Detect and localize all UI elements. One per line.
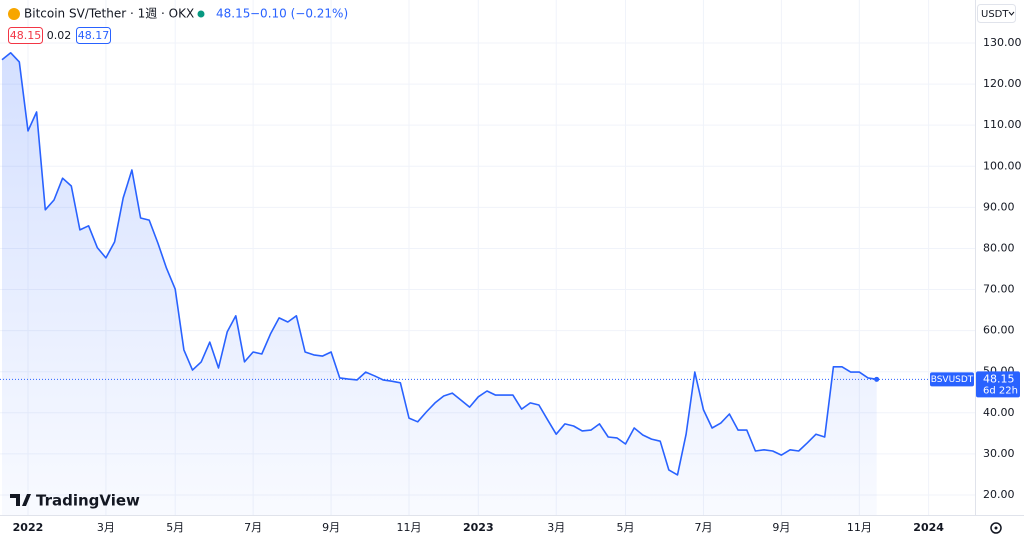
y-tick-label: 60.00: [983, 324, 1015, 337]
x-tick-label: 3月: [547, 521, 565, 534]
ask-box[interactable]: [76, 27, 111, 44]
y-tick-label: 130.00: [983, 36, 1022, 49]
x-tick-label: 11月: [847, 521, 872, 534]
plot: [1, 52, 880, 516]
countdown: 6d 22h: [983, 385, 1018, 396]
symbol-tag-label: BSVUSDT: [931, 375, 974, 385]
x-tick-label: 2023: [463, 521, 494, 534]
header-change: −0.10 (−0.21%): [250, 7, 348, 21]
spread: 0.02: [47, 29, 72, 42]
settings-button[interactable]: [990, 522, 1002, 534]
currency-button[interactable]: [977, 4, 1016, 23]
y-tick-label: 40.00: [983, 406, 1015, 419]
y-tick-label: 30.00: [983, 447, 1015, 460]
settings-dot[interactable]: [994, 526, 998, 530]
symbol-tag: [930, 372, 974, 387]
x-tick-label: 2022: [13, 521, 44, 534]
logo-icon: [10, 494, 31, 506]
x-tick-label: 9月: [772, 521, 790, 534]
symbol-icon: [8, 8, 20, 20]
area: [2, 52, 877, 516]
x-tick-label: 7月: [244, 521, 262, 534]
x-tick-label: 5月: [166, 521, 184, 534]
currency[interactable]: USDT: [981, 9, 1009, 20]
branding: TradingView: [36, 492, 140, 510]
x-tick-label: 11月: [397, 521, 422, 534]
dropdown-arrow[interactable]: [1008, 11, 1015, 16]
bid[interactable]: 48.15: [10, 29, 42, 42]
y-tick-label: 110.00: [983, 118, 1022, 131]
y-tick-label: 90.00: [983, 200, 1015, 213]
ask[interactable]: 48.17: [78, 29, 110, 42]
bid-box[interactable]: [8, 27, 43, 44]
price-tag: [976, 371, 1020, 398]
header-price: 48.15: [216, 7, 250, 21]
y-tick-label: 70.00: [983, 283, 1015, 296]
price-line: [1, 52, 877, 476]
x-tick-label: 5月: [617, 521, 635, 534]
x-tick-label: 2024: [913, 521, 944, 534]
price-tag-label: 48.15: [983, 372, 1015, 385]
symbol-title: Bitcoin SV/Tether · 1週 · OKX: [24, 7, 194, 21]
x-tick-label: 9月: [322, 521, 340, 534]
x-tick-label: 7月: [694, 521, 712, 534]
status-dot: [197, 10, 205, 18]
x-tick-label: 3月: [97, 521, 115, 534]
y-tick-label: 120.00: [983, 77, 1022, 90]
y-tick-label: 80.00: [983, 241, 1015, 254]
y-tick-label: 20.00: [983, 488, 1015, 501]
y-tick-label: 100.00: [983, 159, 1022, 172]
